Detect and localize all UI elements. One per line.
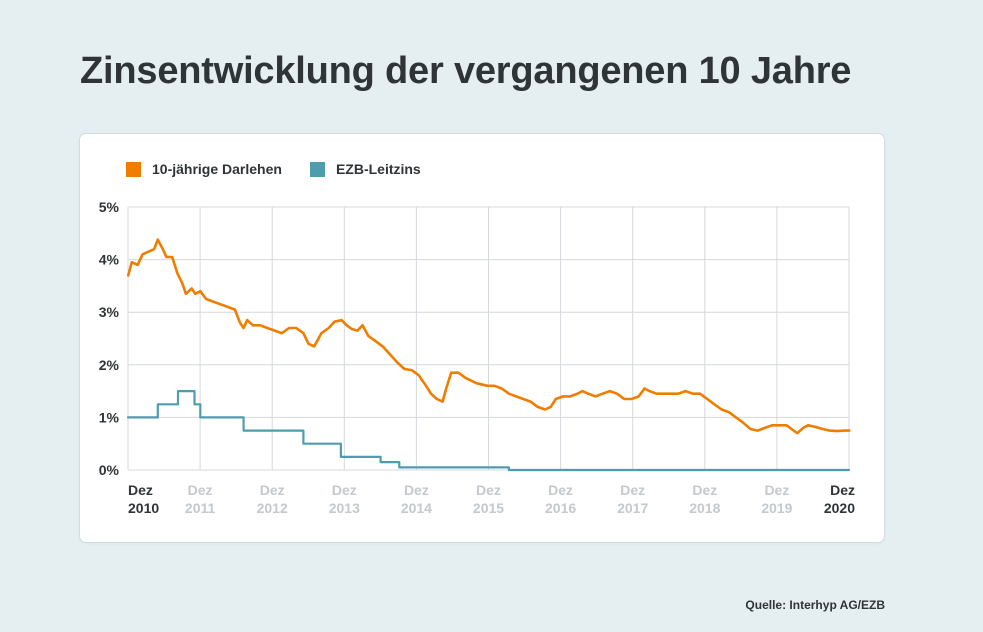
x-tick-label-year: 2013 bbox=[329, 500, 360, 516]
legend-label-loans: 10-jährige Darlehen bbox=[152, 161, 282, 177]
legend-swatch-ecb bbox=[309, 161, 325, 177]
x-tick-label-year: 2019 bbox=[761, 500, 792, 516]
y-tick-label: 0% bbox=[99, 462, 120, 478]
x-tick-label-year: 2014 bbox=[401, 500, 432, 516]
x-tick-label-month: Dez bbox=[332, 482, 357, 498]
x-tick-label-month: Dez bbox=[620, 482, 645, 498]
x-tick-label-year: 2015 bbox=[473, 500, 504, 516]
source-note: Quelle: Interhyp AG/EZB bbox=[745, 598, 885, 612]
y-tick-label: 5% bbox=[99, 199, 120, 215]
x-tick-label-month: Dez bbox=[404, 482, 429, 498]
x-tick-label-month: Dez bbox=[476, 482, 501, 498]
series-line-ecb bbox=[126, 390, 851, 472]
legend-swatch-loans bbox=[126, 161, 141, 177]
chart-legend: 10-jährige Darlehen EZB-Leitzins bbox=[126, 161, 449, 177]
x-tick-label-month: Dez bbox=[260, 482, 285, 498]
x-tick-label-year: 2011 bbox=[185, 500, 216, 516]
x-tick-label-year: 2018 bbox=[689, 500, 720, 516]
x-tick-label-month: Dez bbox=[692, 482, 717, 498]
x-tick-label-month: Dez bbox=[830, 482, 855, 498]
legend-item-ecb: EZB-Leitzins bbox=[309, 161, 421, 177]
y-tick-label: 2% bbox=[99, 357, 120, 373]
x-tick-label-month: Dez bbox=[764, 482, 789, 498]
line-chart: 0% 1% 2% 3% 4% 5% Dez 2010 Dez 2011 Dez 2012 Dez 2013… bbox=[99, 199, 855, 516]
x-tick-label-month: Dez bbox=[548, 482, 573, 498]
y-tick-label: 1% bbox=[99, 409, 120, 425]
page-title: Zinsentwicklung der vergangenen 10 Jahre bbox=[80, 50, 852, 92]
series-line-loans bbox=[126, 238, 851, 435]
chart-card: 10-jährige Darlehen EZB-Leitzins 0% 1% 2% 3… bbox=[80, 134, 884, 542]
y-tick-label: 4% bbox=[99, 252, 120, 268]
x-tick-label-year: 2016 bbox=[545, 500, 576, 516]
y-tick-label: 3% bbox=[99, 304, 120, 320]
x-tick-label-month: Dez bbox=[128, 482, 153, 498]
x-tick-label-month: Dez bbox=[188, 482, 213, 498]
x-tick-label-year: 2017 bbox=[617, 500, 648, 516]
legend-label-ecb: EZB-Leitzins bbox=[335, 161, 421, 177]
x-tick-label-year: 2020 bbox=[824, 500, 855, 516]
legend-item-loans: 10-jährige Darlehen bbox=[126, 161, 282, 177]
x-tick-label-year: 2010 bbox=[128, 500, 159, 516]
x-tick-label-year: 2012 bbox=[257, 500, 288, 516]
